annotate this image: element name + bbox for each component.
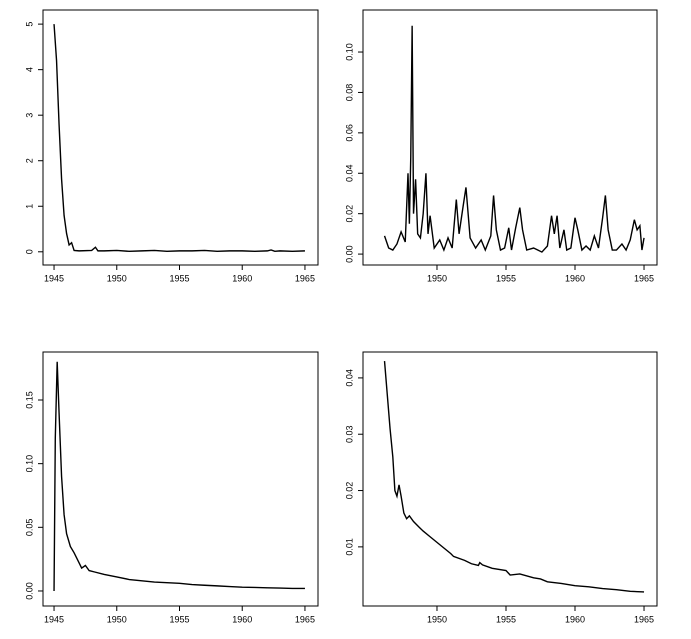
plot-frame [362,351,658,607]
y-tick-label: 0 [24,249,34,254]
x-tick-label: 1950 [107,273,127,283]
x-tick-label: 1955 [496,614,516,624]
x-tick-label: 1965 [295,273,315,283]
y-tick-label: 0.02 [344,205,354,223]
x-tick-label: 1960 [232,273,252,283]
plot-frame [42,351,319,607]
y-tick-label: 0.00 [24,582,34,600]
y-tick-label: 4 [24,67,34,72]
y-tick-label: 0.00 [344,245,354,263]
x-tick-label: 1955 [169,614,189,624]
y-tick-label: 0.04 [344,164,354,182]
x-tick-label: 1960 [565,614,585,624]
panel: 1945 1950 1955 1960 1965 0.00 0.05 0.10 0.15 [24,351,319,624]
y-tick-label: 0.08 [344,84,354,102]
x-tick-label: 1960 [565,273,585,283]
x-tick-label: 1945 [44,614,64,624]
x-tick-label: 1950 [107,614,127,624]
x-tick-label: 1955 [169,273,189,283]
y-tick-label: 0.10 [24,455,34,473]
series-line [53,361,305,591]
x-tick-label: 1965 [634,614,654,624]
y-tick-label: 0.02 [344,482,354,500]
x-tick-label: 1965 [295,614,315,624]
plot-frame [362,9,658,266]
y-tick-label: 0.04 [344,369,354,387]
x-tick-label: 1955 [496,273,516,283]
y-tick-label: 0.10 [344,43,354,61]
y-tick-label: 0.06 [344,124,354,142]
x-tick-label: 1950 [427,614,447,624]
y-tick-label: 5 [24,22,34,27]
y-tick-label: 0.15 [24,391,34,409]
panel: 1950 1955 1960 1965 0.00 0.02 0.04 0.06 0.08 0.10 [344,9,658,283]
x-tick-label: 1965 [634,273,654,283]
y-tick-label: 3 [24,113,34,118]
x-tick-label: 1950 [427,273,447,283]
x-tick-label: 1960 [232,614,252,624]
y-tick-label: 2 [24,158,34,163]
series-line [383,360,645,593]
series-line [383,25,645,253]
y-tick-label: 0.05 [24,519,34,537]
series-line [53,24,305,253]
y-tick-label: 0.01 [344,538,354,556]
panel: 1950 1955 1960 1965 0.01 0.02 0.03 0.04 [344,351,658,624]
y-tick-label: 0.03 [344,425,354,443]
panel: 1945 1950 1955 1960 1965 0 1 2 3 4 5 [24,9,319,283]
plot-frame [42,9,319,266]
x-tick-label: 1945 [44,273,64,283]
y-tick-label: 1 [24,204,34,209]
